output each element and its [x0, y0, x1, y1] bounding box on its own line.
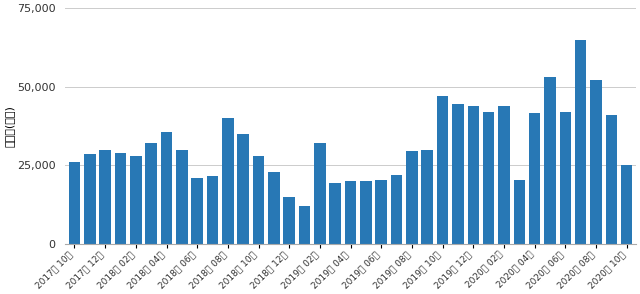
- Bar: [437, 96, 449, 244]
- Bar: [330, 183, 341, 244]
- Bar: [621, 165, 632, 244]
- Y-axis label: 거래량(건수): 거래량(건수): [4, 105, 14, 147]
- Bar: [605, 115, 617, 244]
- Bar: [360, 181, 372, 244]
- Bar: [268, 172, 280, 244]
- Bar: [253, 156, 264, 244]
- Bar: [498, 106, 509, 244]
- Bar: [284, 197, 295, 244]
- Bar: [176, 150, 188, 244]
- Bar: [529, 113, 540, 244]
- Bar: [191, 178, 203, 244]
- Bar: [314, 143, 326, 244]
- Bar: [544, 77, 556, 244]
- Bar: [130, 156, 141, 244]
- Bar: [145, 143, 157, 244]
- Bar: [222, 118, 234, 244]
- Bar: [467, 106, 479, 244]
- Bar: [406, 151, 418, 244]
- Bar: [237, 134, 249, 244]
- Bar: [513, 180, 525, 244]
- Bar: [422, 150, 433, 244]
- Bar: [483, 112, 494, 244]
- Bar: [391, 175, 403, 244]
- Bar: [207, 176, 218, 244]
- Bar: [161, 132, 172, 244]
- Bar: [345, 181, 356, 244]
- Bar: [299, 206, 310, 244]
- Bar: [99, 150, 111, 244]
- Bar: [575, 40, 586, 244]
- Bar: [376, 180, 387, 244]
- Bar: [84, 154, 95, 244]
- Bar: [68, 162, 80, 244]
- Bar: [559, 112, 571, 244]
- Bar: [115, 153, 126, 244]
- Bar: [452, 104, 463, 244]
- Bar: [590, 81, 602, 244]
